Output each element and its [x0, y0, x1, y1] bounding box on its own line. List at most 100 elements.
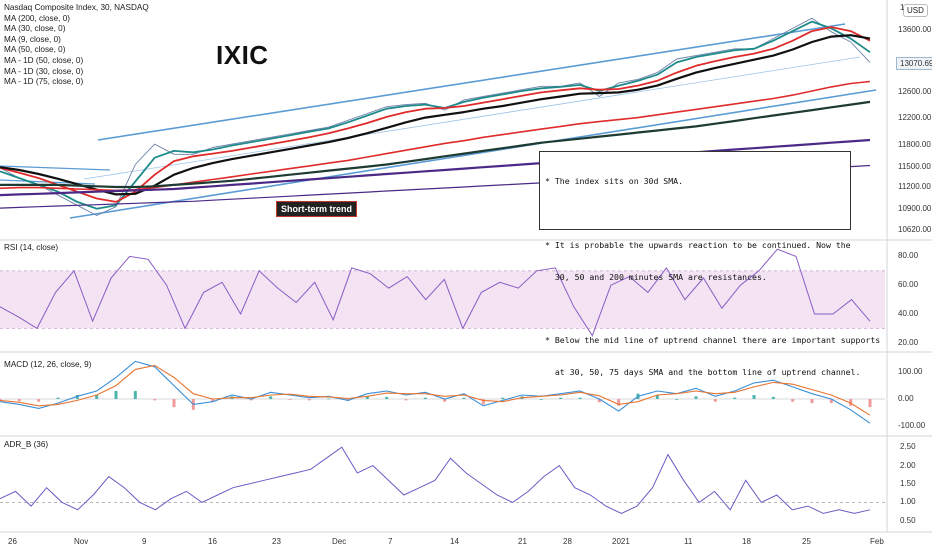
- macd-histogram-bar: [75, 395, 79, 400]
- x-tick-label: 2021: [612, 537, 630, 546]
- note-line: 30, 50 and 200 minutes SMA are resistanc…: [545, 271, 767, 282]
- macd-histogram-bar: [462, 397, 466, 400]
- rsi-y-tick: 40.00: [898, 309, 919, 318]
- macd-histogram-bar: [829, 399, 833, 404]
- note-line: * Below the mid line of uptrend channel …: [545, 335, 881, 346]
- price-y-tick: 12600.00: [898, 87, 932, 96]
- macd-histogram-bar: [269, 396, 273, 400]
- macd-histogram-bar: [578, 397, 582, 400]
- x-tick-label: 7: [388, 537, 393, 546]
- legend-ma-30[interactable]: MA (30, close, 0): [4, 24, 66, 34]
- rsi-line: [0, 248, 871, 337]
- note-line: [545, 208, 845, 219]
- channel-bottom-line: [69, 89, 877, 219]
- x-tick-label: 26: [8, 537, 17, 546]
- rsi-y-tick: 80.00: [898, 251, 919, 261]
- x-tick-label: 14: [450, 537, 459, 546]
- x-tick-label: 23: [272, 537, 281, 546]
- legend-ma-1d-30[interactable]: MA - 1D (30, close, 0): [4, 66, 84, 76]
- chart-legend: Nasdaq Composite Index, 30, NASDAQ MA (2…: [4, 3, 149, 88]
- rsi-y-tick: 20.00: [898, 337, 919, 347]
- series-line-ma-1d-50-close-0-: [0, 138, 871, 197]
- x-tick-label: 9: [142, 537, 147, 546]
- macd-histogram-bar: [752, 395, 756, 400]
- macd-histogram-bar: [423, 397, 427, 400]
- rsi-pane-label: RSI (14, close): [4, 243, 59, 252]
- macd-histogram-bar: [385, 396, 389, 400]
- macd-histogram-bar: [713, 399, 717, 402]
- macd-histogram-bar: [868, 399, 872, 408]
- macd-histogram-bar: [443, 399, 447, 402]
- macd-histogram-bar: [95, 395, 99, 400]
- price-y-tick: 10900.00: [898, 204, 932, 213]
- x-tick-label: Nov: [74, 537, 89, 546]
- macd-histogram-bar: [211, 399, 215, 402]
- macd-histogram-bar: [733, 397, 737, 400]
- short-trend-line: [0, 165, 111, 171]
- macd-histogram-bar: [37, 399, 41, 402]
- adr-line: [0, 446, 871, 514]
- adr-y-tick: 0.50: [900, 515, 916, 525]
- channel-mid-line: [83, 56, 861, 180]
- x-tick-label: 21: [518, 537, 527, 546]
- price-y-tick: 12200.00: [898, 113, 932, 122]
- note-line: [545, 303, 845, 314]
- channel-top-line: [97, 23, 846, 141]
- macd-y-tick: -100.00: [898, 420, 926, 430]
- macd-histogram-bar: [404, 399, 408, 401]
- note-line: at 30, 50, 75 days SMA and the bottom li…: [545, 366, 861, 377]
- legend-ma-200[interactable]: MA (200, close, 0): [4, 13, 70, 23]
- price-y-tick: 13600.00: [898, 25, 932, 34]
- x-tick-label: 18: [742, 537, 751, 546]
- macd-histogram-bar: [133, 390, 137, 400]
- macd-histogram-bar: [307, 399, 311, 401]
- macd-histogram-bar: [288, 399, 292, 400]
- x-tick-label: 25: [802, 537, 811, 546]
- legend-ma-50[interactable]: MA (50, close, 0): [4, 45, 66, 55]
- x-tick-label: 16: [208, 537, 217, 546]
- last-price-tag: 13070.69: [896, 57, 932, 70]
- macd-histogram-bar: [249, 399, 253, 401]
- currency-badge[interactable]: USD: [903, 4, 928, 17]
- macd-histogram-bar: [327, 398, 331, 400]
- macd-histogram-bar: [0, 399, 2, 401]
- analysis-note: * The index sits on 30d SMA. * It is pro…: [539, 151, 880, 377]
- legend-ma-9[interactable]: MA (9, close, 0): [4, 34, 61, 44]
- legend-ma-1d-75[interactable]: MA - 1D (75, close, 0): [4, 77, 84, 87]
- symbol-label: IXIC: [216, 40, 269, 70]
- adr-y-tick: 1.00: [900, 497, 916, 507]
- macd-histogram-bar: [365, 396, 369, 400]
- adr-y-tick: 2.50: [900, 442, 916, 452]
- legend-ma-1d-50[interactable]: MA - 1D (50, close, 0): [4, 55, 84, 65]
- macd-histogram-bar: [559, 397, 563, 400]
- macd-histogram-bar: [771, 396, 775, 400]
- macd-pane-label: MACD (12, 26, close, 9): [4, 360, 92, 369]
- macd-histogram-bar: [153, 399, 157, 401]
- note-line: * It is probable the upwards reaction to…: [545, 239, 851, 250]
- macd-histogram-bar: [617, 399, 621, 406]
- macd-histogram-bar: [56, 397, 60, 400]
- rsi-y-tick: 60.00: [898, 280, 919, 290]
- macd-histogram-bar: [17, 399, 21, 402]
- macd-histogram-bar: [481, 399, 485, 405]
- series-line-ma-9-close-0-: [0, 20, 871, 210]
- macd-histogram-bar: [849, 399, 853, 406]
- price-y-tick: 11500.00: [898, 162, 931, 171]
- macd-y-tick: 0.00: [898, 394, 914, 404]
- adr-pane-label: ADR_B (36): [4, 440, 49, 449]
- macd-histogram-bar: [675, 399, 679, 400]
- x-tick-label: 28: [563, 537, 572, 546]
- x-tick-label: Dec: [332, 537, 347, 546]
- macd-y-tick: 100.00: [898, 367, 923, 377]
- macd-line: [0, 360, 871, 424]
- macd-histogram-bar: [655, 395, 659, 400]
- rsi-band: [0, 270, 885, 329]
- macd-histogram-bar: [114, 390, 118, 400]
- macd-histogram-bar: [539, 399, 543, 400]
- macd-histogram-bar: [791, 399, 795, 402]
- macd-signal-line: [0, 364, 871, 416]
- y-tick-top: 1: [900, 3, 905, 12]
- macd-histogram-bar: [172, 399, 176, 408]
- x-tick-label: Feb: [870, 537, 884, 546]
